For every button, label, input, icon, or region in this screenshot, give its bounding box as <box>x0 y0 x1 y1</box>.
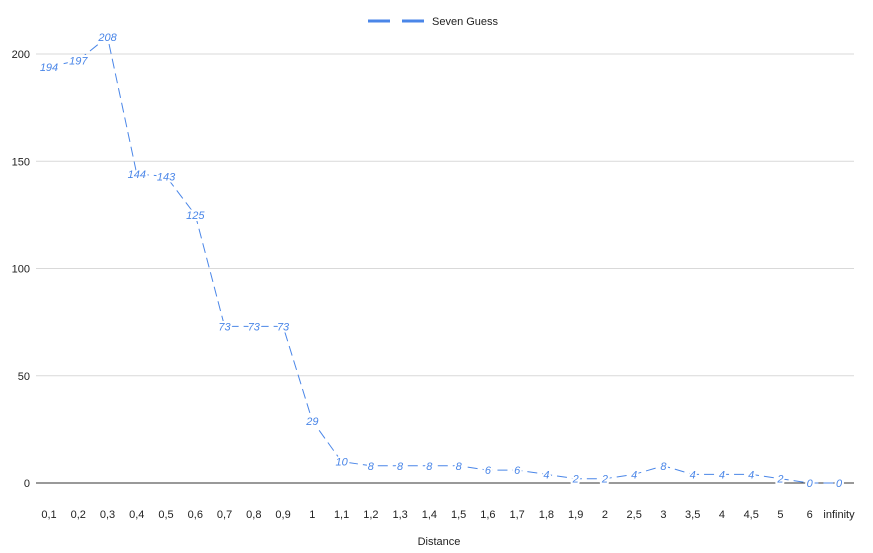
data-label: 29 <box>305 416 318 428</box>
data-label: 144 <box>128 169 146 181</box>
x-tick-label: 5 <box>777 509 783 521</box>
data-label: 8 <box>397 461 404 473</box>
gridlines <box>36 53 854 377</box>
x-tick-label: 2,5 <box>627 509 642 521</box>
x-tick-label: 0,6 <box>188 509 203 521</box>
x-tick-label: 1,1 <box>334 509 349 521</box>
x-tick-label: 6 <box>807 509 813 521</box>
x-tick-label: 0,2 <box>71 509 86 521</box>
data-label: 194 <box>40 62 58 74</box>
x-tick-label: 1,9 <box>568 509 583 521</box>
data-label: 0 <box>836 478 843 490</box>
y-tick-label: 0 <box>24 478 30 490</box>
data-label: 4 <box>748 469 754 481</box>
data-label: 2 <box>572 474 579 486</box>
x-tick-label: infinity <box>823 509 855 521</box>
data-label: 0 <box>807 478 814 490</box>
x-tick-label: 0,5 <box>158 509 173 521</box>
data-label: 8 <box>426 461 433 473</box>
data-label: 73 <box>248 321 261 333</box>
x-tick-label: 0,9 <box>275 509 290 521</box>
x-tick-label: 0,8 <box>246 509 261 521</box>
y-tick-label: 50 <box>18 371 30 383</box>
x-tick-label: 0,7 <box>217 509 232 521</box>
x-tick-label: 1,4 <box>422 509 437 521</box>
y-axis-ticks: 0 50 100 150 200 <box>12 49 30 490</box>
x-tick-label: 1 <box>309 509 315 521</box>
x-axis-ticks: 0,1 0,2 0,3 0,4 0,5 0,6 0,7 0,8 0,9 1 1,1 1,2 1,3 1,4… <box>41 509 855 521</box>
data-label: 6 <box>514 465 521 477</box>
x-tick-label: 1,5 <box>451 509 466 521</box>
x-tick-label: 3 <box>660 509 666 521</box>
data-label: 73 <box>218 321 231 333</box>
y-tick-label: 200 <box>12 49 30 61</box>
y-tick-label: 150 <box>12 156 30 168</box>
x-tick-label: 0,4 <box>129 509 144 521</box>
data-label: 8 <box>368 461 375 473</box>
series-line-seven-guess <box>48 35 839 484</box>
data-label: 8 <box>660 461 667 473</box>
data-label: 143 <box>157 171 176 183</box>
x-tick-label: 0,3 <box>100 509 115 521</box>
x-tick-label: 4 <box>719 509 725 521</box>
x-tick-label: 1,2 <box>363 509 378 521</box>
data-label: 208 <box>97 32 117 44</box>
data-label: 2 <box>601 474 608 486</box>
data-label: 6 <box>485 465 492 477</box>
data-label: 73 <box>277 321 290 333</box>
x-tick-label: 1,7 <box>509 509 524 521</box>
x-tick-label: 1,3 <box>392 509 407 521</box>
data-label: 10 <box>335 457 348 469</box>
data-label: 125 <box>186 210 205 222</box>
data-label: 4 <box>631 469 637 481</box>
x-tick-label: 1,6 <box>480 509 495 521</box>
x-tick-label: 4,5 <box>744 509 759 521</box>
data-labels: 194 197 208 144 143 125 73 73 73 29 10 8 8 8 8 6 6 4 2 2 4 8 4… <box>38 30 845 492</box>
x-tick-label: 0,1 <box>41 509 56 521</box>
data-label: 2 <box>776 474 783 486</box>
data-label: 4 <box>543 469 549 481</box>
x-tick-label: 2 <box>602 509 608 521</box>
data-label: 4 <box>719 469 725 481</box>
data-label: 197 <box>69 55 88 67</box>
y-tick-label: 100 <box>12 264 30 276</box>
data-label: 8 <box>456 461 463 473</box>
x-tick-label: 3,5 <box>685 509 700 521</box>
data-label: 4 <box>690 469 696 481</box>
legend: Seven Guess <box>368 16 499 28</box>
legend-label: Seven Guess <box>432 16 499 28</box>
x-tick-label: 1,8 <box>539 509 554 521</box>
x-axis-title: Distance <box>418 536 461 548</box>
